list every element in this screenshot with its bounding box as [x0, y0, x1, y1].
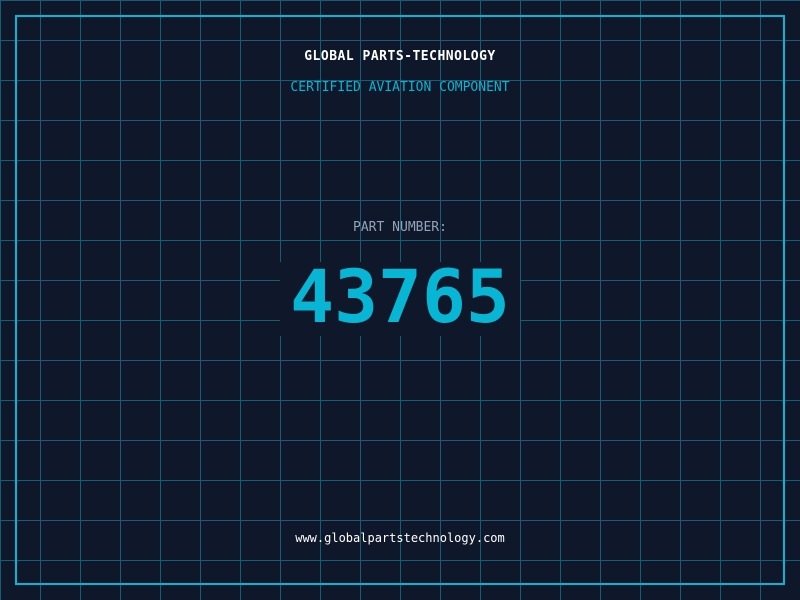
company-title: GLOBAL PARTS-TECHNOLOGY [304, 49, 496, 64]
website-link[interactable]: www.globalpartstechnology.com [295, 531, 505, 545]
part-number-backdrop [280, 262, 520, 336]
part-number-value: 43765 [290, 255, 510, 340]
certification-subtitle: CERTIFIED AVIATION COMPONENT [290, 80, 510, 95]
part-number-label: PART NUMBER: [353, 220, 447, 235]
card-border [15, 15, 785, 585]
